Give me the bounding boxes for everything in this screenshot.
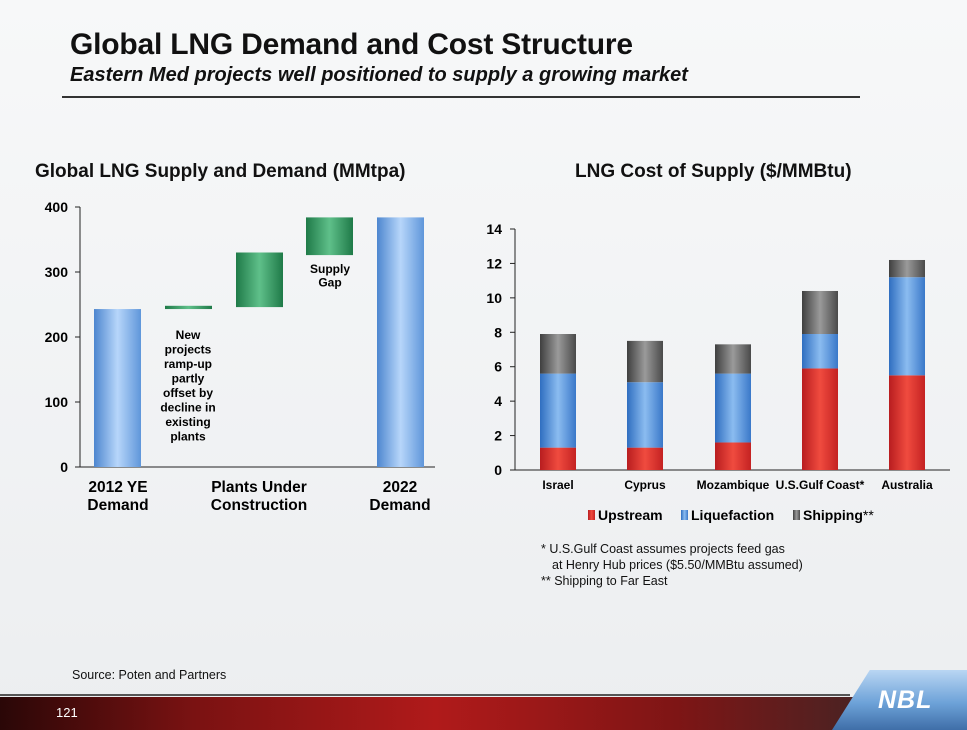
x-category-label: U.S.Gulf Coast*	[776, 478, 865, 492]
x-category-label: Australia	[881, 478, 933, 492]
x-category-label: 2012 YE Demand	[87, 479, 148, 514]
stacked-bar-segment-liquefaction	[715, 373, 751, 443]
waterfall-bar	[236, 252, 283, 308]
stacked-bar-segment-liquefaction	[540, 373, 576, 448]
x-category-label: Cyprus	[624, 478, 666, 492]
stacked-bar-segment-shipping	[715, 344, 751, 374]
legend-label: Shipping**	[803, 507, 874, 523]
stacked-bar-segment-upstream	[715, 442, 751, 470]
footer-bar	[0, 697, 967, 730]
x-category-label: 2022 Demand	[369, 479, 430, 514]
y-tick-label: 0	[60, 459, 68, 475]
cost-of-supply-stacked-chart: 0 2 4 6 8 10 12 14 Israel Cyprus Mozambique U.S.Gul…	[486, 221, 950, 523]
slide-title: Global LNG Demand and Cost Structure	[70, 28, 633, 61]
y-tick-label: 100	[45, 394, 69, 410]
chart2-title: LNG Cost of Supply ($/MMBtu)	[575, 161, 852, 182]
x-category-label: Plants Under Construction	[211, 479, 307, 514]
footer-divider	[0, 694, 850, 696]
stacked-bar-segment-shipping	[889, 259, 925, 278]
waterfall-bar	[94, 309, 141, 467]
waterfall-bar	[377, 217, 424, 467]
stacked-bar-segment-liquefaction	[889, 277, 925, 376]
y-tick-label: 400	[45, 199, 69, 215]
waterfall-bar	[306, 217, 353, 256]
y-tick-label: 10	[486, 290, 502, 306]
stacked-bar-segment-liquefaction	[627, 382, 663, 448]
y-tick-label: 14	[486, 221, 502, 237]
stacked-bar-segment-liquefaction	[802, 334, 838, 369]
waterfall-bar	[165, 305, 212, 310]
footnote-shipping: ** Shipping to Far East	[541, 574, 668, 588]
chart1-title: Global LNG Supply and Demand (MMtpa)	[35, 161, 406, 182]
y-tick-label: 4	[494, 393, 502, 409]
slide-subtitle: Eastern Med projects well positioned to …	[70, 64, 688, 86]
annotation-new-projects: New projects ramp-up partly offset by decline…	[160, 328, 215, 444]
legend-swatch	[793, 510, 800, 520]
stacked-bar-segment-upstream	[540, 447, 576, 470]
nbl-logo: NBL	[878, 686, 933, 714]
y-tick-label: 8	[494, 324, 502, 340]
legend-swatch	[588, 510, 595, 520]
y-tick-label: 300	[45, 264, 69, 280]
page-number: 121	[56, 705, 78, 720]
y-tick-label: 0	[494, 462, 502, 478]
stacked-bar-segment-upstream	[889, 375, 925, 470]
legend-label: Upstream	[598, 507, 663, 523]
stacked-bar-segment-shipping	[802, 290, 838, 335]
annotation-supply-gap: Supply Gap	[310, 262, 350, 290]
source-note: Source: Poten and Partners	[72, 668, 227, 682]
supply-demand-waterfall-chart: 0 100 200 300 400 2012 YE Demand Plants Under Co…	[45, 199, 435, 514]
stacked-bar-segment-shipping	[627, 340, 663, 383]
y-tick-label: 6	[494, 359, 502, 375]
y-tick-label: 12	[486, 255, 502, 271]
stacked-bar-segment-upstream	[627, 447, 663, 470]
footnote-henry-hub: at Henry Hub prices ($5.50/MMBtu assumed…	[552, 558, 803, 572]
y-tick-label: 2	[494, 428, 502, 444]
footnote-gulf-coast: * U.S.Gulf Coast assumes projects feed g…	[541, 542, 785, 556]
legend-swatch	[681, 510, 688, 520]
stacked-bar-segment-upstream	[802, 368, 838, 470]
x-category-label: Mozambique	[697, 478, 770, 492]
stacked-bar-segment-shipping	[540, 334, 576, 374]
y-tick-label: 200	[45, 329, 69, 345]
legend-label: Liquefaction	[691, 507, 774, 523]
x-category-label: Israel	[542, 478, 573, 492]
title-divider	[62, 96, 860, 98]
